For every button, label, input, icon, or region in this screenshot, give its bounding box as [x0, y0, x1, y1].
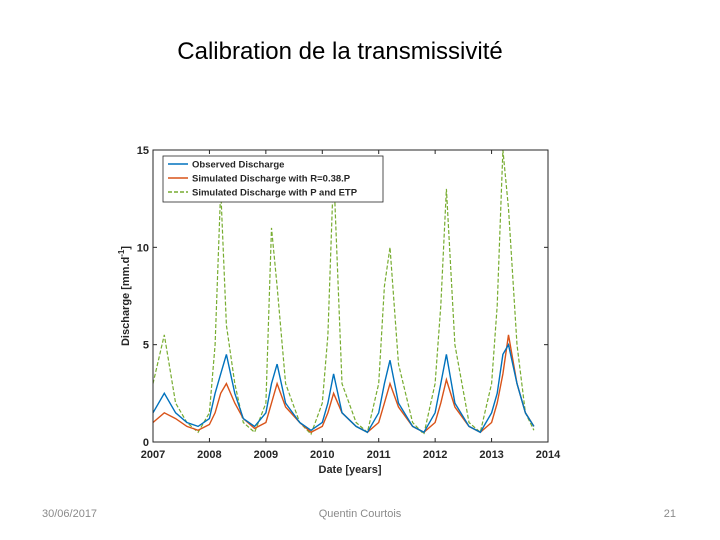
legend-box [162, 155, 384, 203]
discharge-chart: 2007 2008 2009 2010 2011 2012 2013 2014 0 5 10 15 D… [117, 145, 561, 476]
y-axis-label-main: Discharge [mm.d [120, 257, 132, 346]
legend-label-3: Simulated Discharge with P and ETP [192, 188, 358, 199]
y-axis-label: Discharge [mm.d-1] [117, 246, 132, 346]
footer-date: 30/06/2017 [42, 508, 98, 520]
y-tick-label: 10 [137, 242, 149, 254]
plot-frame [152, 149, 549, 443]
y-tick-label: 5 [143, 340, 149, 352]
legend-label-1: Observed Discharge [192, 160, 284, 171]
x-tick-label: 2009 [254, 449, 278, 461]
legend: Observed Discharge Simulated Discharge wi… [162, 155, 384, 203]
x-tick-label: 2013 [479, 449, 503, 461]
x-axis-label: Date [years] [319, 464, 382, 476]
series-line-1 [152, 342, 535, 434]
x-tick-label: 2014 [536, 449, 561, 461]
x-tick-label: 2008 [197, 449, 221, 461]
y-tick-label: 15 [137, 145, 149, 157]
x-tick-label: 2007 [141, 449, 165, 461]
slide-title: Calibration de la transmissivité [177, 38, 503, 65]
legend-label-2: Simulated Discharge with R=0.38.P [192, 174, 351, 185]
x-tick-label: 2012 [423, 449, 447, 461]
footer-author: Quentin Courtois [318, 508, 402, 520]
legend-items: Observed Discharge Simulated Discharge wi… [168, 160, 358, 199]
page-number: 21 [663, 508, 676, 520]
ticks-layer: 2007 2008 2009 2010 2011 2012 2013 2014 0 5 10 15 [137, 145, 561, 461]
y-axis-label-close: ] [120, 246, 132, 250]
y-tick-label: 0 [143, 437, 149, 449]
y-axis-label-sup: -1 [117, 249, 126, 257]
x-tick-label: 2011 [367, 449, 391, 461]
x-tick-label: 2010 [310, 449, 334, 461]
